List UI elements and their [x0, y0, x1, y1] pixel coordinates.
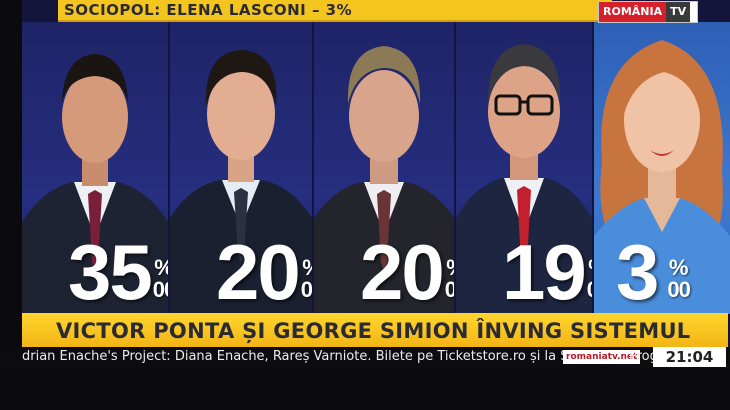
percent-sign: % — [588, 257, 592, 279]
percentage-value: 3 — [616, 228, 659, 314]
candidate-panel-5: 3 % 00 — [594, 22, 730, 314]
percent-sign: % — [446, 257, 454, 279]
ticker-text: drian Enache's Project: Diana Enache, Ra… — [22, 349, 633, 364]
candidate-portrait — [456, 44, 592, 314]
percentage-readout: 3 % 00 — [616, 228, 691, 314]
channel-logo: ROMÂNIA TV — [598, 1, 698, 23]
news-ticker: drian Enache's Project: Diana Enache, Ra… — [0, 347, 730, 369]
ticker-next-program: Prog — [629, 349, 658, 364]
ticker-url-badge: romaniatv.net — [563, 350, 641, 364]
percentage-value: 20 — [216, 228, 301, 314]
candidate-panel-2: 20 %00 — [170, 22, 312, 314]
percent-sign: % — [302, 257, 312, 279]
poll-banner-text: SOCIOPOL: ELENA LASCONI – 3% — [64, 1, 353, 19]
percentage-value: 19 — [502, 228, 587, 314]
logo-tv-text: TV — [666, 2, 691, 22]
percentage-value: 20 — [360, 228, 445, 314]
percent-sign: % — [154, 257, 168, 279]
per-mille-suffix: 00 — [587, 278, 592, 302]
candidate-panel-4: 19 %00 — [456, 22, 592, 314]
headline-bar: VICTOR PONTA ȘI GEORGE SIMION ÎNVING SIS… — [22, 313, 728, 347]
percentage-readout: 20 %00 — [216, 228, 312, 314]
per-mille-suffix: 00 — [667, 277, 691, 302]
candidate-portrait — [170, 50, 312, 314]
per-mille-suffix: 00 — [300, 277, 312, 302]
per-mille-suffix: 00 — [444, 277, 454, 302]
candidate-panel-1: 35 %00 — [22, 22, 168, 314]
poll-banner: SOCIOPOL: ELENA LASCONI – 3% — [58, 0, 612, 22]
percentage-value: 35 — [68, 228, 153, 314]
percentage-readout: 20 %00 — [360, 228, 454, 314]
percent-sign: % — [668, 255, 689, 280]
percentage-readout: 19 %00 — [502, 228, 592, 314]
candidate-portrait — [594, 40, 730, 314]
logo-main-text: ROMÂNIA — [599, 2, 667, 22]
candidate-panel-3: 20 %00 — [314, 22, 454, 314]
percentage-readout: 35 %00 — [68, 228, 168, 314]
candidate-portrait — [314, 46, 454, 314]
tv-screen: 35 %00 20 %00 20 %00 — [22, 0, 730, 368]
per-mille-suffix: 00 — [152, 277, 168, 302]
headline-text: VICTOR PONTA ȘI GEORGE SIMION ÎNVING SIS… — [56, 319, 691, 343]
candidate-portrait — [22, 54, 168, 314]
broadcast-clock: 21:04 — [653, 347, 726, 367]
